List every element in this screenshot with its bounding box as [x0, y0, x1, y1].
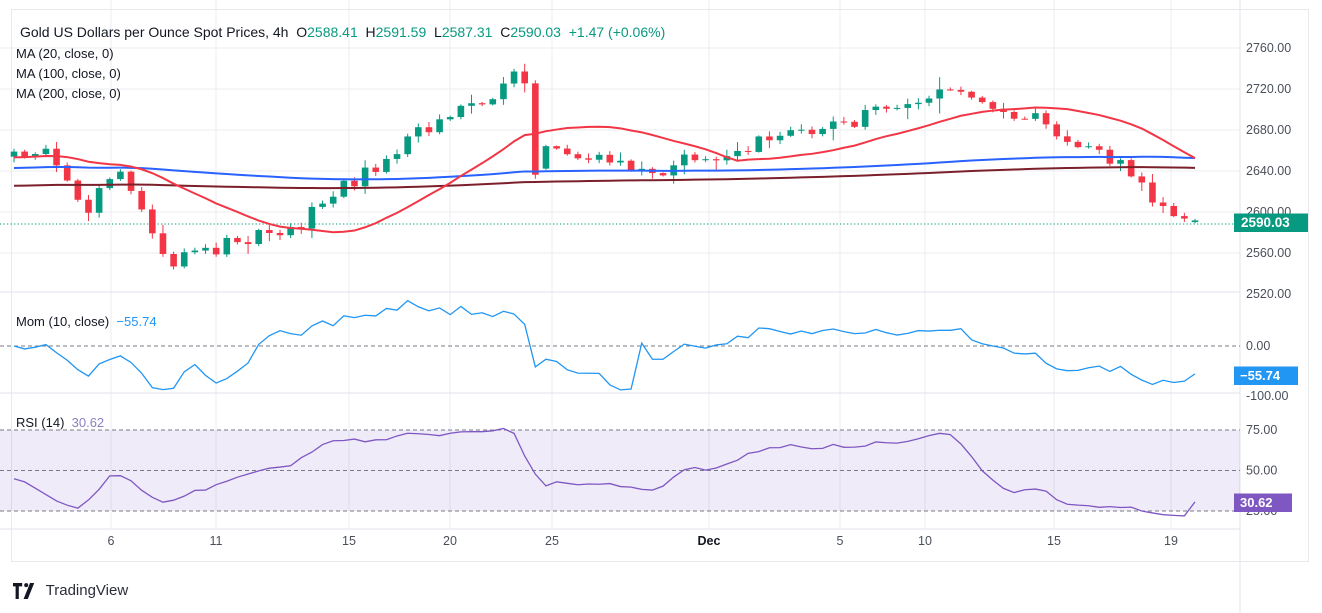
svg-text:2590.03: 2590.03: [1241, 215, 1290, 230]
svg-text:2560.00: 2560.00: [1246, 246, 1291, 260]
svg-text:50.00: 50.00: [1246, 464, 1277, 478]
svg-text:-100.00: -100.00: [1246, 389, 1288, 403]
svg-text:5: 5: [837, 534, 844, 548]
svg-text:75.00: 75.00: [1246, 423, 1277, 437]
svg-text:10: 10: [918, 534, 932, 548]
svg-text:15: 15: [342, 534, 356, 548]
svg-text:15: 15: [1047, 534, 1061, 548]
svg-text:0.00: 0.00: [1246, 339, 1270, 353]
svg-text:−55.74: −55.74: [1240, 368, 1281, 383]
svg-text:25: 25: [545, 534, 559, 548]
svg-text:30.62: 30.62: [1240, 495, 1273, 510]
svg-text:20: 20: [443, 534, 457, 548]
svg-text:2760.00: 2760.00: [1246, 41, 1291, 55]
svg-text:Dec: Dec: [698, 534, 721, 548]
svg-text:2640.00: 2640.00: [1246, 164, 1291, 178]
svg-text:2720.00: 2720.00: [1246, 82, 1291, 96]
svg-text:6: 6: [108, 534, 115, 548]
svg-text:19: 19: [1164, 534, 1178, 548]
svg-text:2680.00: 2680.00: [1246, 123, 1291, 137]
svg-text:11: 11: [210, 534, 223, 548]
svg-text:2520.00: 2520.00: [1246, 287, 1291, 301]
